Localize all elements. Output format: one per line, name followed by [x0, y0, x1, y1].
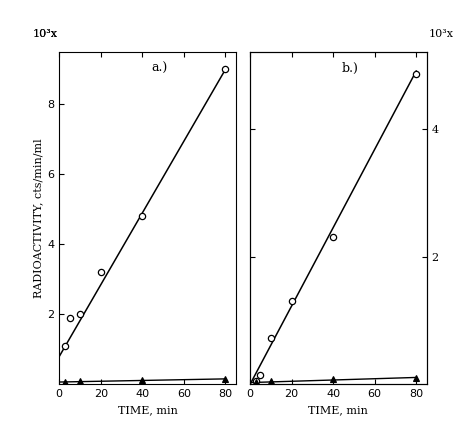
Text: 10³x: 10³x — [33, 29, 58, 38]
Text: b.): b.) — [342, 62, 359, 75]
X-axis label: TIME, min: TIME, min — [309, 405, 368, 415]
Y-axis label: RADIOACTIVITY, cts/min/ml: RADIOACTIVITY, cts/min/ml — [33, 138, 43, 298]
Text: 10³x: 10³x — [428, 29, 453, 38]
Text: 10³x: 10³x — [33, 29, 57, 38]
Text: a.): a.) — [151, 62, 167, 75]
X-axis label: TIME, min: TIME, min — [118, 405, 177, 415]
